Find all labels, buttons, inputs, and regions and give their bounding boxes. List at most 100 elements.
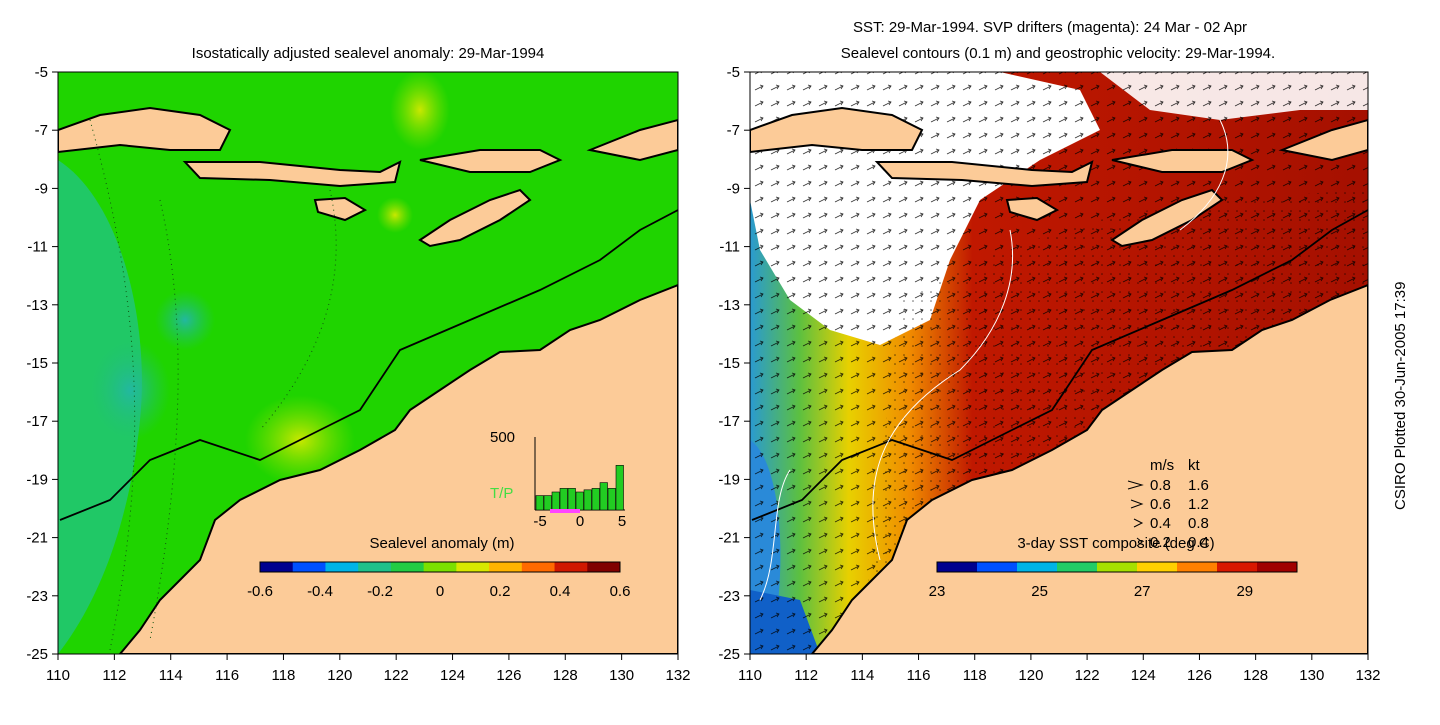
y-tick-label: -25 — [718, 646, 740, 663]
left-island-java — [58, 106, 232, 154]
left-y-axis: -5 -7 -9 -11 -13 -15 -17 -19 -21 -23 -25 — [26, 64, 58, 663]
right-shelf-contour — [751, 209, 1368, 521]
left-island-timor — [418, 188, 532, 248]
x-tick-label: 122 — [1075, 667, 1100, 684]
y-tick-label: -17 — [26, 413, 48, 430]
right-colorbar-frame — [936, 561, 1298, 573]
left-colorbar: Sealevel anomaly (m) -0.6 -0.4 -0.2 0 0.2 0.4… — [247, 535, 630, 600]
x-tick-label: 130 — [609, 667, 634, 684]
vector-key-arrow — [1136, 537, 1143, 547]
x-tick-label: 110 — [738, 667, 762, 684]
inset-bar — [559, 488, 568, 511]
x-tick-label: 114 — [159, 667, 183, 684]
colorbar-tick-label: 23 — [929, 583, 946, 600]
right-island-flores — [1111, 149, 1255, 173]
vector-key-ms: 0.8 — [1150, 477, 1171, 494]
y-tick-label: -15 — [26, 355, 48, 372]
y-tick-label: -7 — [727, 122, 740, 139]
x-tick-label: 132 — [1355, 667, 1380, 684]
vector-key-header-ms: m/s — [1150, 457, 1174, 474]
colorbar-tick-label: 0.2 — [490, 583, 511, 600]
y-tick-label: -11 — [719, 239, 740, 256]
x-tick-label: 130 — [1299, 667, 1324, 684]
y-tick-label: -5 — [727, 64, 740, 81]
inset-bar — [543, 495, 552, 511]
colorbar-swatch — [554, 562, 588, 572]
inset-drifter-marker — [550, 509, 580, 513]
right-island-java — [750, 106, 924, 154]
left-low-anomaly-center — [90, 340, 170, 440]
left-colorbar-swatches — [260, 562, 621, 572]
right-colorbar-ticks: 23 25 27 29 — [929, 583, 1253, 600]
inset-bar — [599, 482, 608, 511]
right-sealevel-contour-1 — [872, 229, 1014, 561]
colorbar-swatch — [325, 562, 359, 572]
left-track-line-3 — [259, 189, 337, 431]
left-island-east — [586, 118, 678, 162]
right-island-chain — [874, 160, 1094, 188]
colorbar-tick-label: -0.2 — [367, 583, 393, 600]
colorbar-tick-label: -0.6 — [247, 583, 273, 600]
colorbar-swatch — [489, 562, 523, 572]
x-tick-label: 118 — [271, 667, 295, 684]
y-tick-label: -11 — [27, 239, 48, 256]
inset-bars — [535, 465, 624, 511]
right-panel-title-line2: Sealevel contours (0.1 m) and geostrophi… — [841, 45, 1275, 62]
inset-series-label: T/P — [490, 485, 513, 502]
vector-key-rows: 0.8 1.6 0.6 1.2 0.4 0.8 0.2 0.4 — [1127, 477, 1209, 551]
y-tick-label: -17 — [718, 413, 740, 430]
vector-key-ms: 0.4 — [1150, 515, 1171, 532]
x-tick-label: 128 — [553, 667, 578, 684]
x-tick-label: 122 — [384, 667, 409, 684]
y-tick-label: -19 — [26, 471, 48, 488]
colorbar-swatch — [1057, 562, 1098, 572]
y-tick-label: -13 — [26, 297, 48, 314]
left-map: Sealevel anomaly (m) -0.6 -0.4 -0.2 0 0.2 0.4… — [58, 72, 678, 654]
colorbar-swatch — [1177, 562, 1218, 572]
vector-key-ms: 0.2 — [1150, 534, 1171, 551]
inset-xtick-max: 5 — [618, 513, 626, 530]
y-tick-label: -5 — [35, 64, 48, 81]
x-tick-label: 126 — [496, 667, 521, 684]
x-tick-label: 120 — [1018, 667, 1043, 684]
left-high-anomaly-north — [390, 72, 450, 150]
x-tick-label: 124 — [1131, 667, 1156, 684]
colorbar-swatch — [977, 562, 1018, 572]
colorbar-tick-label: 0.4 — [550, 583, 571, 600]
y-tick-label: -13 — [718, 297, 740, 314]
left-x-axis: 110 112 114 116 118 120 122 124 126 128 130 132 — [46, 654, 691, 684]
colorbar-tick-label: 0 — [436, 583, 444, 600]
right-sealevel-contour-3 — [759, 469, 791, 601]
inset-bar — [535, 495, 544, 511]
inset-bar — [583, 489, 592, 511]
y-tick-label: -23 — [718, 588, 740, 605]
x-tick-label: 128 — [1243, 667, 1268, 684]
colorbar-tick-label: 25 — [1031, 583, 1048, 600]
left-colorbar-frame — [259, 561, 621, 573]
y-tick-label: -7 — [35, 122, 48, 139]
x-tick-label: 132 — [665, 667, 690, 684]
colorbar-tick-label: 29 — [1236, 583, 1253, 600]
vector-key-kt: 0.8 — [1188, 515, 1209, 532]
right-colorbar-label: 3-day SST composite (deg C) — [1017, 535, 1214, 552]
right-sealevel-contour-2 — [1179, 119, 1229, 231]
left-panel-title: Isostatically adjusted sealevel anomaly:… — [192, 45, 545, 62]
x-tick-label: 116 — [907, 667, 931, 684]
right-colorbar-swatches — [937, 562, 1298, 572]
colorbar-swatch — [260, 562, 294, 572]
right-island-timor — [1110, 188, 1224, 248]
right-island-east — [1278, 118, 1368, 162]
colorbar-swatch — [1217, 562, 1258, 572]
x-tick-label: 114 — [850, 667, 874, 684]
vector-key-kt: 1.6 — [1188, 477, 1209, 494]
vector-key-kt: 0.4 — [1188, 534, 1209, 551]
colorbar-swatch — [1017, 562, 1058, 572]
x-tick-label: 110 — [46, 667, 70, 684]
colorbar-swatch — [358, 562, 392, 572]
colorbar-swatch — [1097, 562, 1138, 572]
x-tick-label: 126 — [1187, 667, 1212, 684]
inset-bar — [575, 491, 584, 511]
right-x-axis: 110 112 114 116 118 120 122 124 126 128 130 132 — [738, 654, 1381, 684]
y-tick-label: -19 — [718, 471, 740, 488]
